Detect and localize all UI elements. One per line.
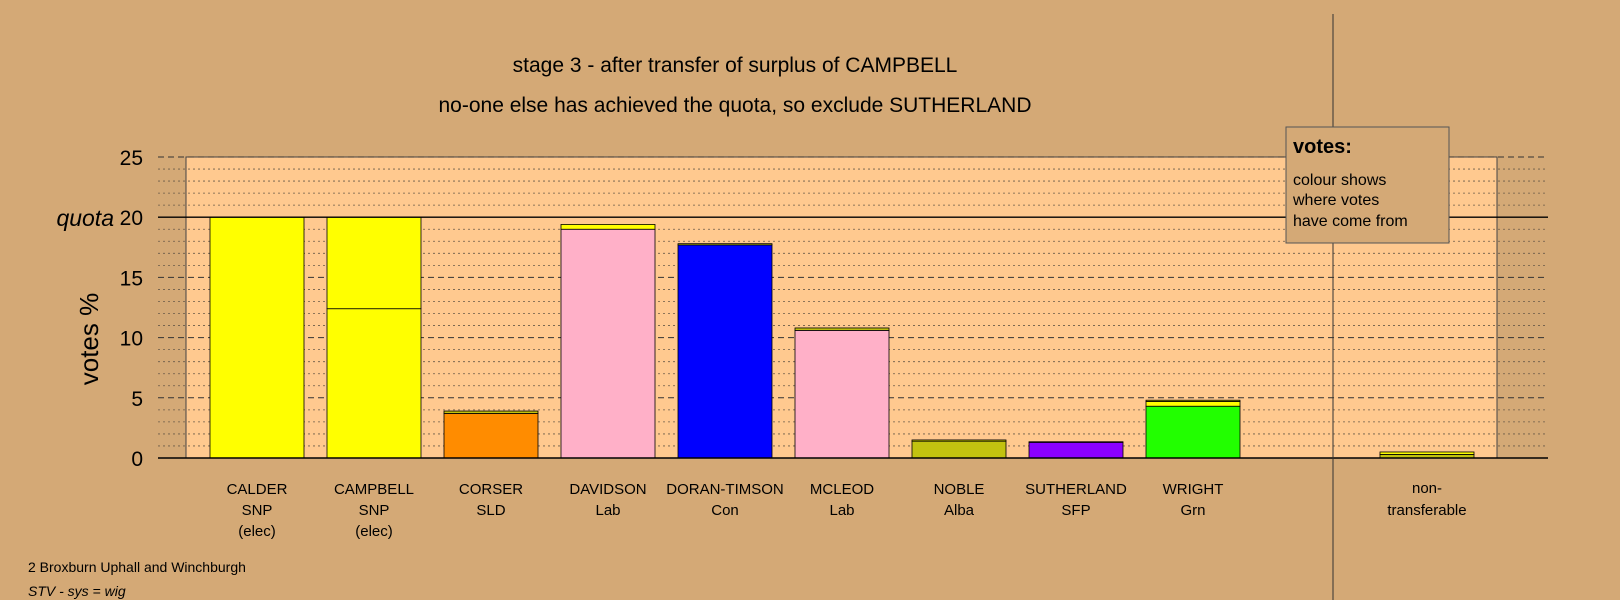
legend: votes: colour shows where votes have com… — [1285, 126, 1450, 244]
candidate-bar-segment — [911, 439, 1007, 442]
axes: CALDER SNP (elec) CAMPBELL SNP (elec) CORSER SL… — [120, 14, 1548, 600]
candidate-name-label: CAMPBELL — [334, 481, 414, 498]
candidate-name-label: MCLEOD — [810, 481, 874, 498]
candidate-party-label: Grn — [1180, 502, 1205, 519]
candidate-bar-segment — [560, 224, 656, 230]
legend-line: colour shows — [1293, 172, 1386, 189]
y-tick-label: 20 — [120, 207, 143, 230]
footer-constituency: 2 Broxburn Uphall and Winchburgh — [28, 559, 246, 575]
chart-subtitle: no-one else has achieved the quota, so e… — [438, 94, 1031, 117]
legend-title: votes: — [1293, 136, 1352, 158]
candidate-bar-segment — [677, 244, 773, 459]
candidate-party-label: SFP — [1061, 502, 1090, 519]
candidate-party-label: Lab — [595, 502, 620, 519]
nontransferable-bar-segment — [1379, 451, 1475, 455]
nontransferable-label: transferable — [1387, 502, 1466, 519]
nontransferable-label: non- — [1412, 480, 1442, 497]
candidate-bar-segment — [911, 440, 1007, 459]
candidate-bar-segment — [560, 228, 656, 459]
legend-line: have come from — [1293, 213, 1408, 230]
chart-title: stage 3 - after transfer of surplus of C… — [513, 54, 958, 77]
y-tick-label: 25 — [120, 147, 143, 170]
candidate-name-label: DAVIDSON — [569, 481, 646, 498]
candidate-bar-segment — [794, 329, 890, 459]
candidate-name-label: NOBLE — [934, 481, 985, 498]
footer-system: STV - sys = wig — [28, 583, 126, 599]
candidate-bar-segment — [326, 216, 422, 310]
candidate-bar-segment — [326, 308, 422, 459]
y-axis-label: votes % — [74, 293, 104, 386]
candidate-name-label: CORSER — [459, 481, 523, 498]
candidate-status-label: (elec) — [238, 523, 276, 540]
candidate-bar-segment — [1028, 441, 1124, 459]
candidate-bar-segment — [1145, 405, 1241, 459]
candidate-party-label: Con — [711, 502, 739, 519]
quota-label: quota — [56, 205, 114, 231]
candidate-bar-segment — [1145, 399, 1241, 402]
candidate-bar-segment — [794, 327, 890, 331]
y-tick-label: 10 — [120, 328, 143, 351]
candidate-bar-segment — [1145, 401, 1241, 407]
candidate-name-label: SUTHERLAND — [1025, 481, 1127, 498]
candidate-party-label: Lab — [829, 502, 854, 519]
candidate-bar-segment — [443, 410, 539, 414]
candidate-bar-segment — [677, 243, 773, 246]
candidate-status-label: (elec) — [355, 523, 393, 540]
candidate-party-label: SNP — [242, 502, 273, 519]
bars — [209, 216, 1475, 459]
y-tick-label: 15 — [120, 267, 143, 290]
candidate-name-label: CALDER — [227, 481, 288, 498]
candidate-name-label: DORAN-TIMSON — [666, 481, 784, 498]
y-tick-label: 0 — [131, 448, 143, 471]
candidate-bar-segment — [443, 413, 539, 459]
candidate-bar-segment — [1028, 441, 1124, 443]
candidate-name-label: WRIGHT — [1163, 481, 1224, 498]
candidate-party-label: Alba — [944, 502, 975, 519]
legend-line: where votes — [1292, 192, 1379, 209]
candidate-bar-segment — [209, 216, 305, 459]
y-tick-label: 5 — [131, 388, 143, 411]
candidate-party-label: SLD — [476, 502, 505, 519]
candidate-party-label: SNP — [359, 502, 390, 519]
